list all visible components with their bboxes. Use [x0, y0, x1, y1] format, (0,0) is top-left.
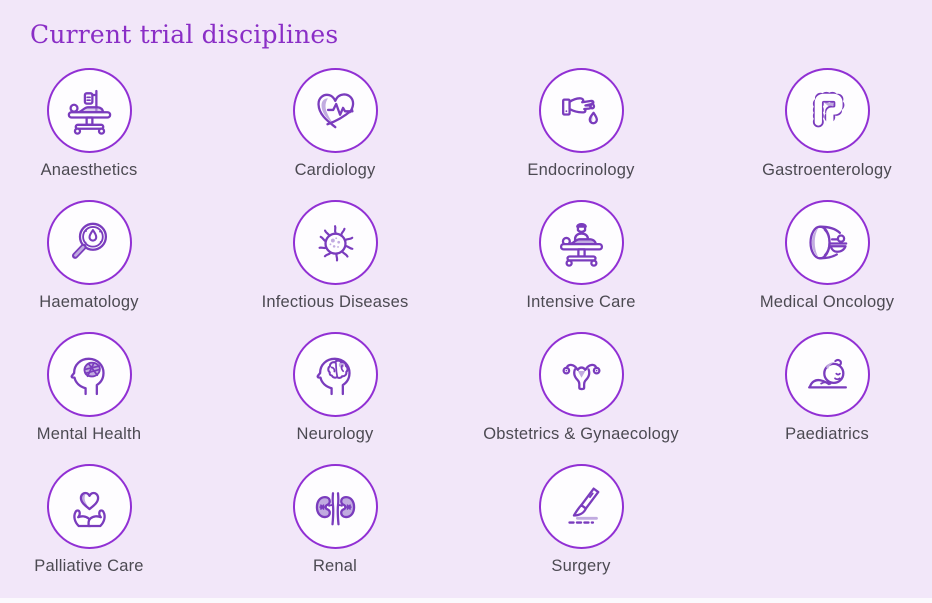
discipline-label: Neurology — [296, 425, 374, 443]
hand-blood-drop-icon — [538, 68, 624, 153]
magnifier-blood-icon — [46, 200, 132, 285]
discipline-item: Mental Health — [0, 332, 212, 464]
sleeping-baby-icon — [784, 332, 870, 417]
discipline-label: Surgery — [551, 557, 611, 575]
discipline-label: Palliative Care — [34, 557, 144, 575]
page-title: Current trial disciplines — [30, 20, 339, 49]
discipline-label: Haematology — [39, 293, 139, 311]
discipline-item: Palliative Care — [0, 464, 212, 596]
discipline-item: Haematology — [0, 200, 212, 332]
discipline-item: Gastroenterology — [704, 68, 932, 200]
discipline-item: Cardiology — [212, 68, 458, 200]
hospital-bed-icon — [538, 200, 624, 285]
discipline-label: Intensive Care — [526, 293, 636, 311]
heart-ecg-icon — [292, 68, 378, 153]
discipline-item: Medical Oncology — [704, 200, 932, 332]
discipline-label: Medical Oncology — [759, 293, 895, 311]
uterus-icon — [538, 332, 624, 417]
discipline-item: Obstetrics & Gynaecology — [458, 332, 704, 464]
head-brain-icon — [292, 332, 378, 417]
hands-heart-icon — [46, 464, 132, 549]
head-tangled-brain-icon — [46, 332, 132, 417]
virus-icon — [292, 200, 378, 285]
kidneys-icon — [292, 464, 378, 549]
discipline-item: Infectious Diseases — [212, 200, 458, 332]
discipline-item: Anaesthetics — [0, 68, 212, 200]
discipline-label: Cardiology — [294, 161, 376, 179]
discipline-label: Paediatrics — [785, 425, 869, 443]
disciplines-grid: Anaesthetics Cardiology Endocrinology Ga… — [0, 68, 932, 596]
intestine-icon — [784, 68, 870, 153]
discipline-item: Endocrinology — [458, 68, 704, 200]
discipline-label: Infectious Diseases — [261, 293, 409, 311]
discipline-item: Intensive Care — [458, 200, 704, 332]
discipline-item: Renal — [212, 464, 458, 596]
bottom-strip — [0, 598, 932, 603]
operating-table-icon — [46, 68, 132, 153]
ct-scanner-icon — [784, 200, 870, 285]
discipline-label: Anaesthetics — [40, 161, 138, 179]
discipline-label: Obstetrics & Gynaecology — [483, 425, 679, 443]
discipline-label: Endocrinology — [527, 161, 635, 179]
discipline-label: Mental Health — [36, 425, 142, 443]
discipline-label: Gastroenterology — [762, 161, 892, 179]
discipline-item: Neurology — [212, 332, 458, 464]
discipline-item: Paediatrics — [704, 332, 932, 464]
discipline-label: Renal — [312, 557, 358, 575]
discipline-item: Surgery — [458, 464, 704, 596]
scalpel-icon — [538, 464, 624, 549]
